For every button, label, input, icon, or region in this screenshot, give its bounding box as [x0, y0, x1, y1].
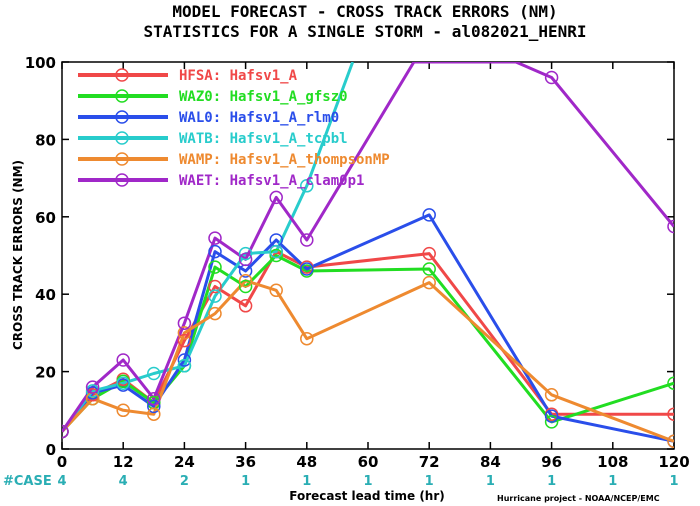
x-tick-label: 12 [113, 453, 134, 471]
data-point [177, 353, 192, 367]
data-point [208, 306, 222, 321]
x-tick-label: 48 [296, 453, 317, 471]
data-point [667, 219, 674, 234]
y-axis-label: CROSS TRACK ERRORS (NM) [11, 160, 25, 350]
data-point [116, 353, 130, 367]
y-tick-label: 80 [35, 131, 56, 149]
legend-label-5: WAET: Hafsv1_A_clam0p1 [179, 173, 364, 189]
axes: 0 12 24 36 48 60 72 84 96 108 120 0 20 40 60 80 100 [25, 54, 690, 471]
data-point [422, 208, 436, 222]
chart-subtitle: STATISTICS FOR A SINGLE STORM - al082021… [143, 22, 586, 41]
legend-label-0: HFSA: Hafsv1_A [179, 68, 298, 84]
x-tick-label: 96 [541, 453, 562, 471]
series-line-4 [62, 279, 674, 443]
marker-layer [62, 70, 674, 449]
case-label: #CASE [3, 474, 52, 489]
legend-marker-3 [115, 131, 129, 145]
data-point [116, 376, 130, 390]
x-tick-label: 60 [358, 453, 379, 471]
x-tick-label: 72 [419, 453, 440, 471]
data-point [544, 415, 559, 429]
data-point [85, 384, 100, 398]
data-point [269, 244, 283, 259]
case-count: 1 [363, 474, 372, 489]
data-point [300, 262, 314, 276]
data-point [667, 434, 674, 449]
data-point [85, 380, 100, 394]
case-count: 4 [57, 474, 66, 489]
legend-marker-1 [115, 89, 129, 103]
case-count: 1 [669, 474, 678, 489]
x-tick-label: 36 [235, 453, 256, 471]
data-point [208, 260, 222, 274]
case-count: 1 [425, 474, 434, 489]
data-point [147, 391, 161, 406]
data-point [544, 409, 559, 423]
y-tick-label: 100 [25, 54, 56, 72]
data-point [238, 279, 253, 294]
case-count: 2 [180, 474, 189, 489]
data-point [300, 233, 314, 247]
x-tick-label: 84 [480, 453, 501, 471]
y-tick-label: 0 [46, 441, 56, 459]
data-point [177, 316, 192, 330]
data-point [269, 248, 283, 263]
plot-frame [61, 61, 675, 450]
case-count: 1 [241, 474, 250, 489]
y-tick-label: 20 [35, 364, 56, 382]
data-point [269, 190, 283, 205]
case-count: 1 [486, 474, 495, 489]
legend-label-2: WAL0: Hafsv1_A_rlm0 [179, 110, 339, 126]
data-point [238, 299, 253, 313]
x-tick-label: 0 [57, 453, 67, 471]
data-point [269, 283, 283, 298]
data-point [208, 231, 222, 245]
x-tick-label: 120 [658, 453, 689, 471]
data-point [147, 399, 161, 414]
case-count: 1 [547, 474, 556, 489]
legend-marker-2 [115, 110, 129, 124]
legend-marker-4 [115, 152, 129, 166]
data-point [422, 275, 436, 290]
data-point [147, 366, 161, 381]
legend-label-1: WAZ0: Hafsv1_A_gfsz0 [179, 89, 348, 105]
data-point [208, 289, 222, 303]
data-point [147, 407, 161, 421]
data-point [238, 273, 253, 288]
data-point [177, 359, 192, 373]
data-point [300, 179, 314, 193]
data-point [667, 407, 674, 421]
x-tick-label: 108 [597, 453, 628, 471]
data-point [238, 246, 253, 261]
data-point [238, 252, 253, 267]
legend: HFSA: Hafsv1_A WAZ0: Hafsv1_A_gfsz0 WAL0: … [78, 68, 390, 189]
y-tick-label: 40 [35, 286, 56, 304]
data-point [544, 70, 559, 85]
legend-marker-0 [115, 68, 129, 82]
data-point [422, 246, 436, 261]
data-point [177, 326, 192, 340]
x-tick-label: 24 [174, 453, 195, 471]
data-point [422, 262, 436, 276]
case-counts: 4 4 2 1 1 1 1 1 1 1 1 [57, 474, 678, 489]
data-point [208, 244, 222, 259]
data-point [116, 403, 130, 418]
legend-label-3: WATB: Hafsv1_A_tcpbl [179, 131, 348, 147]
case-count: 1 [608, 474, 617, 489]
chart-title: MODEL FORECAST - CROSS TRACK ERRORS (NM) [172, 2, 557, 21]
data-point [208, 279, 222, 294]
case-count: 4 [119, 474, 128, 489]
data-point [300, 331, 314, 346]
case-count: 1 [302, 474, 311, 489]
data-point [544, 388, 559, 402]
y-tick-label: 60 [35, 209, 56, 227]
legend-label-4: WAMP: Hafsv1_A_thompsonMP [179, 152, 390, 168]
data-point [62, 424, 69, 439]
data-point [177, 333, 192, 348]
legend-marker-5 [115, 173, 129, 187]
data-point [667, 376, 674, 390]
credit-text: Hurricane project - NOAA/NCEP/EMC [497, 494, 660, 503]
x-axis-label: Forecast lead time (hr) [289, 489, 445, 503]
